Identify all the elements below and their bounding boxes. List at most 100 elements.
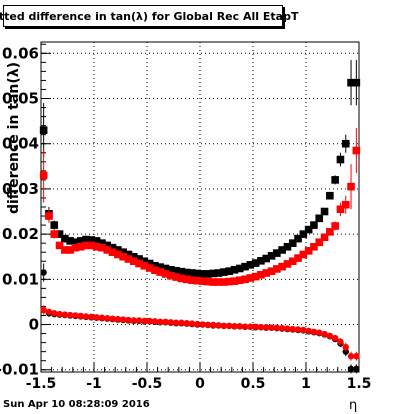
- data-point: [125, 316, 132, 324]
- axes: -0.01 0 0.01 0.02 0.03 0.04 0.05 0.06 -1.5 -1 -0.5…: [0, 43, 372, 392]
- data-point: [267, 252, 276, 260]
- data-point: [352, 78, 361, 87]
- data-point: [283, 260, 292, 268]
- x-tick-label: -1: [86, 376, 102, 392]
- data-point: [341, 200, 350, 209]
- data-point: [87, 236, 96, 244]
- data-point: [209, 278, 218, 286]
- data-point: [151, 318, 159, 325]
- data-point: [336, 155, 345, 164]
- data-point: [108, 243, 117, 252]
- data-point: [98, 314, 106, 321]
- data-point: [39, 126, 48, 134]
- data-point: [342, 343, 349, 351]
- data-point: [156, 263, 165, 271]
- data-point: [82, 241, 90, 250]
- data-point: [88, 313, 95, 321]
- data-point: [304, 247, 313, 255]
- data-point: [220, 322, 228, 330]
- data-point: [141, 317, 148, 325]
- data-point: [257, 324, 265, 331]
- data-point: [40, 269, 47, 276]
- data-point: [104, 315, 111, 322]
- data-point: [103, 246, 112, 254]
- data-point: [331, 176, 339, 184]
- data-point: [246, 274, 255, 282]
- data-point: [230, 277, 239, 285]
- data-point: [39, 171, 48, 180]
- data-point: [235, 276, 244, 285]
- data-point: [251, 259, 260, 267]
- data-point: [294, 326, 302, 333]
- data-point: [172, 266, 180, 275]
- data-point: [130, 317, 137, 324]
- data-point: [193, 276, 202, 285]
- data-point: [71, 243, 80, 252]
- data-point: [204, 270, 212, 278]
- data-point: [251, 272, 260, 281]
- data-point: [103, 241, 112, 250]
- data-point: [124, 255, 133, 263]
- data-point: [50, 230, 59, 238]
- data-point: [98, 239, 106, 247]
- data-point: [326, 228, 334, 236]
- data-point: [66, 237, 74, 245]
- data-point: [320, 233, 329, 242]
- data-point: [310, 328, 318, 335]
- data-point: [71, 238, 80, 247]
- data-point: [188, 269, 196, 277]
- data-point: [109, 315, 116, 322]
- data-point: [278, 246, 286, 254]
- data-point: [257, 271, 265, 279]
- data-point: [135, 259, 143, 268]
- data-point: [210, 321, 217, 329]
- data-point: [288, 257, 297, 266]
- x-tick-label: 1: [301, 376, 311, 392]
- data-point: [294, 254, 302, 262]
- data-point: [326, 191, 334, 200]
- data-point: [289, 325, 296, 333]
- data-point: [167, 271, 175, 280]
- data-point: [241, 262, 249, 271]
- data-point: [225, 267, 233, 275]
- data-point: [347, 78, 355, 87]
- data-point: [114, 315, 122, 323]
- x-tick-label: 1.5: [347, 376, 372, 392]
- data-point: [177, 267, 186, 276]
- data-point: [278, 262, 286, 271]
- data-point: [209, 269, 218, 278]
- data-point: [82, 313, 90, 320]
- data-point: [347, 365, 355, 373]
- data-point: [273, 265, 281, 273]
- data-point: [331, 222, 339, 230]
- data-point: [247, 323, 254, 330]
- data-point: [50, 221, 59, 229]
- data-point: [114, 246, 122, 254]
- data-point: [267, 267, 276, 275]
- y-axis-label: difference in tan(λ): [6, 61, 22, 215]
- data-point: [320, 207, 329, 216]
- data-point: [215, 322, 222, 329]
- data-point: [193, 269, 202, 278]
- data-point: [220, 268, 228, 276]
- data-point: [135, 317, 143, 324]
- timestamp: Sun Apr 10 08:28:09 2016: [3, 399, 150, 410]
- data-point: [262, 269, 271, 277]
- data-point: [347, 352, 355, 360]
- data-point: [129, 257, 138, 266]
- data-point: [61, 234, 69, 243]
- data-point: [321, 330, 328, 338]
- data-point: [304, 225, 313, 234]
- data-point: [92, 242, 101, 251]
- x-tick-label: 0.5: [241, 376, 266, 392]
- data-point: [66, 246, 74, 254]
- data-point: [151, 266, 159, 275]
- data-point: [305, 327, 312, 335]
- data-point: [161, 270, 170, 278]
- data-point: [51, 310, 58, 317]
- data-point: [167, 319, 175, 326]
- data-point: [82, 235, 90, 244]
- data-point: [162, 318, 169, 326]
- y-tick-label: 0.02: [2, 225, 39, 243]
